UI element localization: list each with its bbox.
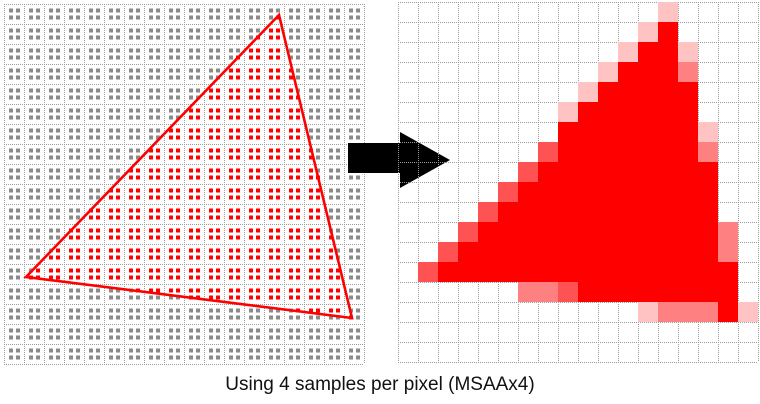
caption: Using 4 samples per pixel (MSAAx4) (225, 374, 535, 395)
rasterized-grid-panel (398, 2, 759, 363)
sample-grid-panel (4, 4, 365, 365)
